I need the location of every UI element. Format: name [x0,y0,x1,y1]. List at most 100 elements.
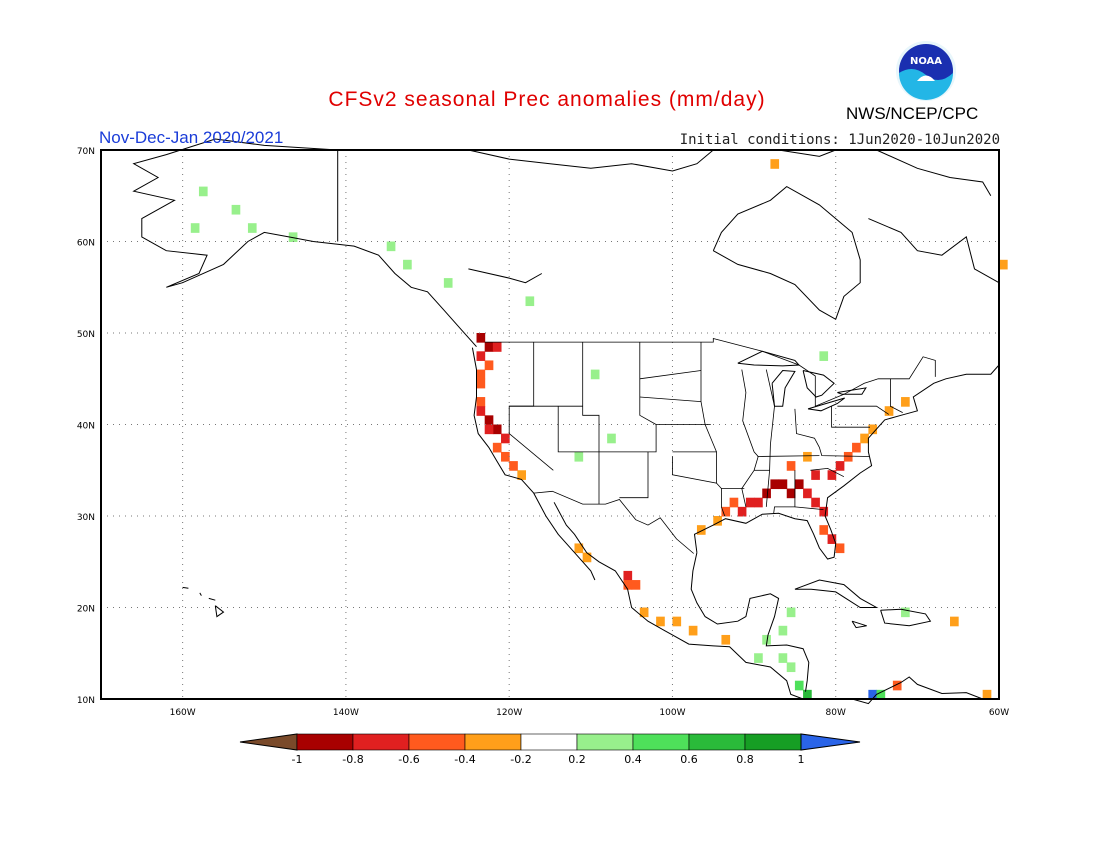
logo-text: NOAA [910,56,942,67]
color-bar: -1 -0.8 -0.6 -0.4 -0.2 0.2 0.4 0.6 0.8 1 [239,733,861,766]
anomaly-cell [794,479,804,490]
anomaly-cell [852,442,861,453]
border-segment [716,482,726,517]
anomaly-cell [786,461,796,471]
anomaly-cell [696,525,706,535]
border-segment [557,406,648,453]
coastline-segment [868,218,1000,284]
coastline-segment [468,149,714,172]
colorbar-label: 0.6 [680,753,698,766]
anomaly-cell [778,479,788,490]
anomaly-cell [794,680,804,691]
anomaly-cell [811,470,820,480]
border-segment [810,467,845,478]
coastline-segment [851,676,983,705]
border-segment [582,342,600,505]
anomaly-cell [770,159,780,169]
coastline-segment [214,605,225,618]
anomaly-cell [476,378,486,389]
border-segment [484,337,936,407]
colorbar-swatch [576,733,634,751]
noaa-logo-icon: NOAA [896,41,956,101]
anomaly-cell [484,424,494,435]
anomaly-cell [762,634,771,645]
anomaly-cell [721,634,731,645]
border-segment [773,470,796,514]
border-segment [672,451,717,484]
anomaly-cell [835,543,845,554]
lat-tick-label: 30N [77,513,95,523]
border-segment [837,405,890,415]
anomaly-cell [639,607,649,618]
anomaly-cell [868,689,878,700]
anomaly-cell [901,607,910,618]
lat-tick-label: 40N [77,422,95,432]
lake-outline [802,370,835,398]
anomaly-cell [999,259,1008,270]
anomaly-cell [901,397,910,407]
longitude-tick-labels: 160W 140W 120W 100W 80W 60W [170,708,1010,718]
anomaly-cell [623,570,633,581]
border-segment [639,370,702,380]
colorbar-arrow-high [800,733,861,751]
anomaly-cell [525,296,535,307]
coastline-segment [468,268,543,284]
colorbar-swatch [464,733,522,751]
lat-tick-label: 20N [77,605,95,615]
colorbar-label: -0.4 [454,753,475,766]
map-frame [100,149,1000,700]
anomaly-cell [672,616,682,627]
border-segment [831,406,870,428]
coastline-segment [712,185,861,321]
coastline-segment [851,620,867,629]
anomaly-cell [590,369,600,380]
forecast-period: Nov-Dec-Jan 2020/2021 [99,128,284,147]
anomaly-cell [786,488,796,499]
border-segment [890,378,903,413]
anomaly-cell [623,580,633,590]
initial-conditions: Initial conditions: 1Jun2020-10Jun2020 [679,132,1000,148]
border-segment [757,455,820,457]
anomaly-cell [386,241,396,252]
anomaly-cell [501,451,510,462]
border-segment [533,490,694,554]
anomaly-cell [476,351,486,361]
colorbar-label: -0.2 [510,753,531,766]
anomaly-cell [443,278,453,288]
lat-tick-label: 60N [77,239,95,249]
anomaly-cell [484,415,494,425]
anomaly-cell [819,525,829,535]
coastline-segment [132,138,477,348]
anomaly-cell [745,497,755,508]
lat-tick-label: 10N [77,696,95,706]
anomaly-cell [509,461,518,471]
lon-tick-label: 60W [989,708,1009,718]
anomaly-cell [811,497,820,508]
coastline-segment [794,579,879,608]
anomaly-cell [631,580,641,590]
anomaly-cell [476,369,486,380]
border-segment [741,369,759,507]
colorbar-swatch [632,733,690,751]
anomaly-cells [190,159,1008,700]
anomaly-cell [198,186,208,197]
anomaly-cell [574,451,584,462]
anomaly-cell [827,470,837,480]
anomaly-cell [492,424,502,435]
anomaly-cell [492,342,502,352]
coastline-segment [693,364,1000,560]
coastline-segment [208,597,216,601]
coastline-segment [553,502,804,700]
coastlines [132,138,1000,705]
border-segment [794,408,871,457]
lat-tick-label: 70N [77,147,95,157]
border-segment [619,342,657,499]
anomaly-cell [786,662,796,673]
map-title: CFSv2 seasonal Prec anomalies (mm/day) [328,88,766,111]
anomaly-cell [762,488,771,499]
anomaly-cell [884,406,894,416]
anomaly-cell [688,625,698,636]
coastline-segment [199,592,202,596]
colorbar-label: -0.6 [398,753,419,766]
